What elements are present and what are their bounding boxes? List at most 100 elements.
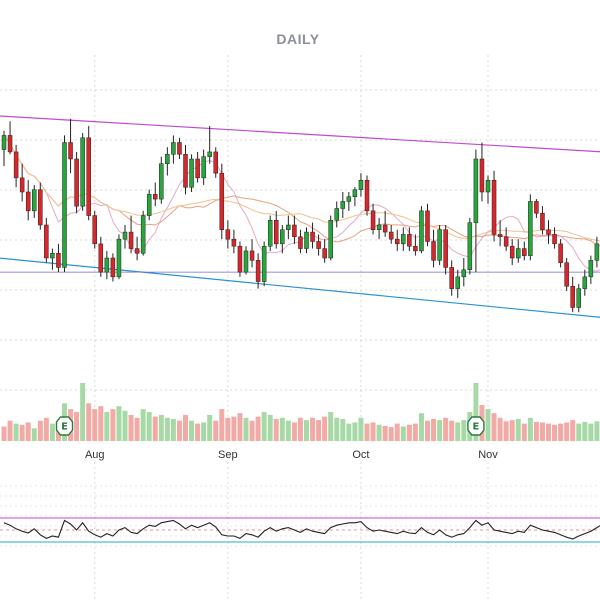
- candle-body: [280, 229, 285, 245]
- x-tick-label: Sep: [218, 449, 238, 461]
- volume-bar: [152, 416, 158, 441]
- candle-body: [92, 215, 97, 245]
- candle-body: [286, 224, 291, 230]
- candle-body: [110, 257, 116, 278]
- candle-body: [310, 231, 315, 242]
- grid-lines: [0, 55, 600, 600]
- volume-bar: [473, 383, 479, 441]
- candle-body: [255, 260, 261, 282]
- candle-body: [249, 250, 255, 261]
- volume-bar: [497, 417, 503, 441]
- candle-body: [165, 154, 170, 164]
- rsi-line: [3, 519, 600, 540]
- candle-body: [140, 215, 146, 254]
- candle-body: [298, 236, 303, 249]
- candle-body: [183, 154, 188, 188]
- candle-body: [104, 257, 110, 273]
- volume-bar: [449, 420, 455, 441]
- candle-body: [50, 253, 55, 259]
- candle-body: [25, 191, 31, 212]
- volume-bars: [1, 383, 600, 441]
- earnings-marker: [467, 416, 485, 436]
- volume-bar: [195, 423, 201, 441]
- candle-body: [322, 248, 327, 259]
- candle-body: [116, 238, 122, 278]
- candle-body: [558, 243, 563, 263]
- earnings-marker-label: E: [472, 422, 479, 433]
- volume-bar: [158, 414, 164, 441]
- volume-bar: [249, 420, 255, 441]
- x-tick-label: Nov: [478, 449, 498, 461]
- candle-body: [455, 276, 460, 289]
- candle-body: [388, 231, 394, 240]
- volume-bar: [455, 422, 461, 441]
- candle-body: [261, 245, 267, 282]
- volume-bar: [237, 413, 243, 441]
- candle-body: [352, 189, 358, 197]
- candle-body: [407, 234, 412, 247]
- volume-bar: [376, 424, 382, 441]
- candle-body: [564, 262, 569, 287]
- volume-bar: [189, 420, 195, 441]
- volume-bar: [491, 413, 497, 441]
- candle-body: [316, 241, 321, 249]
- volume-bar: [49, 423, 55, 441]
- candle-body: [467, 222, 473, 271]
- volume-bar: [552, 424, 558, 441]
- volume-bar: [582, 421, 588, 441]
- candle-body: [582, 276, 588, 289]
- volume-bar: [564, 422, 570, 441]
- volume-bar: [285, 420, 291, 441]
- volume-bar: [334, 417, 340, 441]
- volume-bar: [443, 417, 449, 441]
- volume-bar: [515, 418, 521, 441]
- candle-body: [588, 260, 594, 278]
- volume-bar: [364, 423, 370, 441]
- candle-body: [189, 158, 194, 188]
- volume-bar: [412, 423, 418, 441]
- volume-bar: [219, 409, 225, 441]
- candle-body: [497, 234, 503, 238]
- candle-body: [540, 212, 545, 230]
- volume-bar: [382, 425, 388, 441]
- volume-bar: [418, 413, 424, 441]
- candle-body: [358, 179, 364, 190]
- volume-bar: [310, 417, 316, 441]
- volume-bar: [164, 417, 170, 441]
- volume-bar: [588, 423, 594, 441]
- candle-body: [56, 253, 61, 268]
- candle-body: [62, 142, 67, 268]
- volume-bar: [201, 422, 207, 441]
- volume-bar: [425, 420, 430, 441]
- candle-body: [177, 142, 182, 155]
- candle-body: [594, 243, 600, 261]
- candle-body: [443, 229, 448, 268]
- candle-body: [19, 177, 25, 193]
- candle-body: [522, 248, 527, 256]
- candle-body: [7, 135, 13, 153]
- volume-bar: [340, 418, 346, 441]
- candlesticks: [1, 118, 600, 313]
- candle-body: [146, 194, 152, 216]
- candle-body: [153, 194, 158, 200]
- volume-bar: [267, 414, 273, 441]
- volume-bar: [176, 420, 182, 441]
- candle-body: [201, 156, 206, 179]
- candle-body: [401, 234, 406, 245]
- candle-body: [38, 189, 43, 226]
- candle-body: [267, 220, 273, 247]
- volume-bar: [255, 416, 261, 441]
- volume-bar: [116, 406, 122, 441]
- candle-body: [334, 208, 339, 221]
- volume-bar: [352, 422, 358, 441]
- candle-body: [274, 220, 279, 245]
- candle-body: [304, 231, 309, 249]
- candle-body: [370, 210, 376, 230]
- volume-bar: [576, 423, 582, 441]
- volume-bar: [546, 423, 551, 441]
- volume-bar: [170, 418, 176, 441]
- volume-bar: [322, 416, 328, 441]
- volume-bar: [146, 412, 152, 441]
- candle-body: [509, 245, 515, 259]
